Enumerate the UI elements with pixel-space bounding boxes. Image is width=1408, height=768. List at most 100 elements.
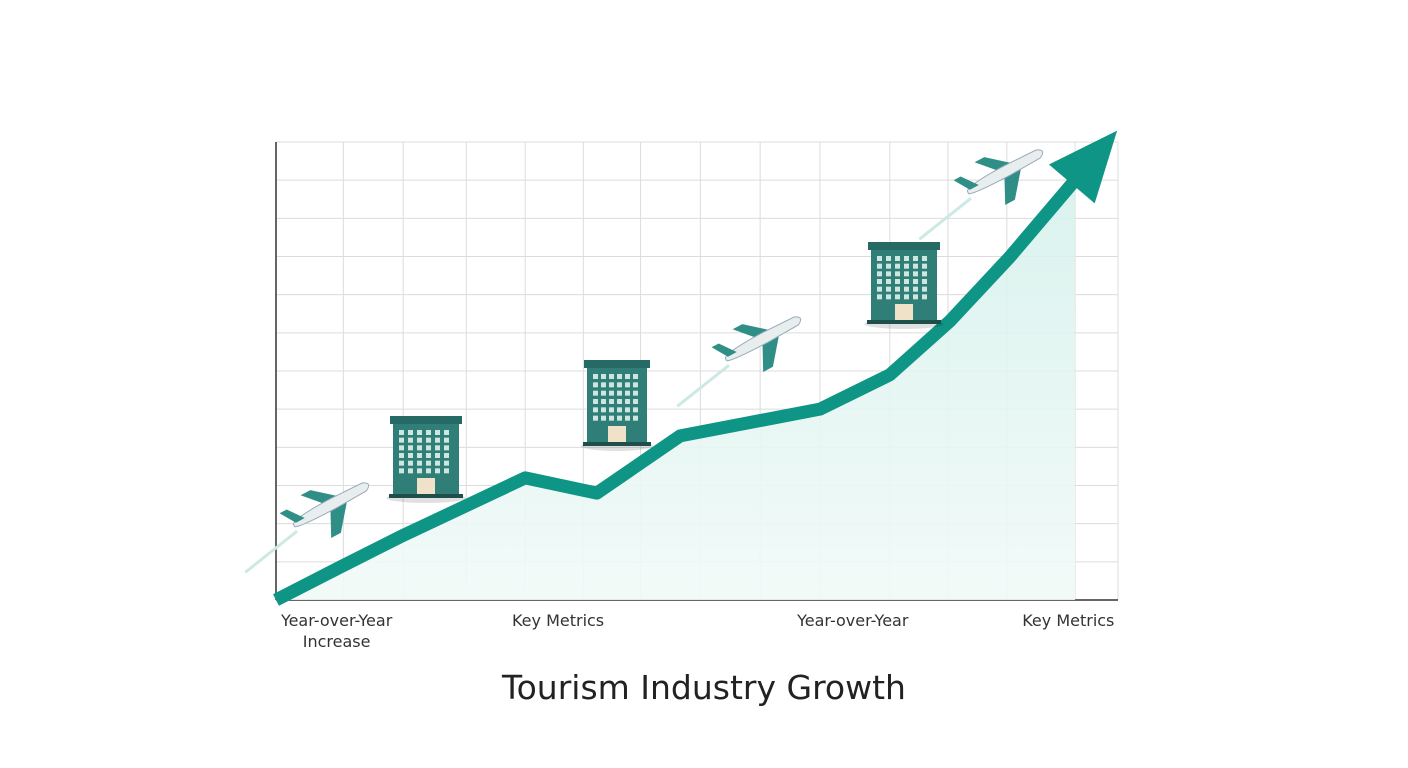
window (399, 453, 404, 458)
window (609, 415, 614, 421)
window (913, 294, 918, 300)
line (273, 175, 1081, 606)
window (408, 437, 413, 443)
window (886, 294, 891, 300)
x-tick-label: Year-over-Year (797, 611, 909, 630)
window (922, 294, 927, 300)
building-icon (581, 360, 653, 451)
window (593, 390, 598, 396)
window (593, 382, 598, 388)
window (617, 415, 622, 421)
window (601, 382, 606, 388)
window (904, 279, 909, 284)
window (895, 286, 900, 292)
window (633, 374, 638, 379)
window (625, 382, 630, 388)
window (609, 374, 614, 379)
window (399, 430, 404, 435)
window (904, 256, 909, 261)
window (435, 430, 440, 435)
window (408, 430, 413, 435)
window (609, 399, 614, 404)
fuselage (966, 149, 1044, 195)
roof (868, 242, 940, 250)
window (417, 460, 422, 466)
window (426, 453, 431, 458)
tail (953, 176, 979, 190)
window (904, 294, 909, 300)
area (276, 180, 1076, 600)
window (633, 407, 638, 413)
window (444, 453, 449, 458)
window (426, 468, 431, 474)
plane-icon (918, 149, 1044, 241)
fuselage (292, 482, 370, 528)
roof (584, 360, 650, 368)
window (877, 271, 882, 277)
window (886, 271, 891, 277)
window (922, 286, 927, 292)
window (617, 374, 622, 379)
window (886, 263, 891, 269)
window (435, 460, 440, 466)
window (922, 271, 927, 277)
window (625, 399, 630, 404)
window (886, 256, 891, 261)
trail (918, 197, 972, 241)
window (913, 279, 918, 284)
window (417, 453, 422, 458)
window (417, 430, 422, 435)
window (625, 407, 630, 413)
window (426, 430, 431, 435)
window (417, 468, 422, 474)
window (922, 263, 927, 269)
trail (244, 530, 298, 574)
arrow-head (1048, 130, 1118, 204)
window (601, 415, 606, 421)
base (583, 442, 651, 446)
tail (279, 509, 305, 523)
x-tick-label: Year-over-Year Increase (280, 611, 393, 651)
window (625, 415, 630, 421)
door (417, 478, 435, 494)
window (444, 437, 449, 443)
window (417, 437, 422, 443)
window (593, 415, 598, 421)
window (417, 445, 422, 451)
window (399, 468, 404, 474)
window (593, 407, 598, 413)
window (895, 256, 900, 261)
window (435, 437, 440, 443)
window (633, 399, 638, 404)
window (895, 263, 900, 269)
plane-icon (676, 316, 802, 408)
window (625, 390, 630, 396)
window (895, 279, 900, 284)
window (877, 279, 882, 284)
window (633, 390, 638, 396)
window (609, 382, 614, 388)
window (895, 294, 900, 300)
window (913, 271, 918, 277)
building-icon (386, 416, 466, 503)
window (601, 399, 606, 404)
window (444, 468, 449, 474)
window (408, 468, 413, 474)
window (444, 430, 449, 435)
window (877, 256, 882, 261)
window (877, 263, 882, 269)
window (601, 390, 606, 396)
window (895, 271, 900, 277)
fuselage (724, 316, 802, 362)
window (913, 263, 918, 269)
window (408, 453, 413, 458)
window (922, 256, 927, 261)
tail (711, 343, 737, 357)
window (886, 279, 891, 284)
window (877, 286, 882, 292)
window (593, 399, 598, 404)
window (601, 374, 606, 379)
window (444, 460, 449, 466)
plane-icon (244, 482, 370, 574)
